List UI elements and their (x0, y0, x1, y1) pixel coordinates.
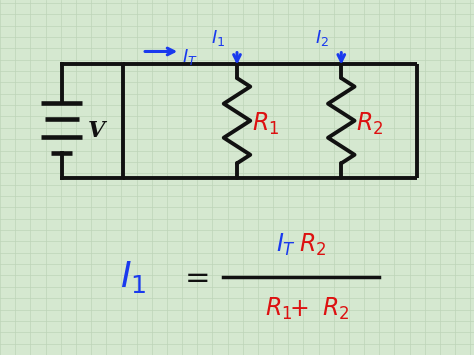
Text: $+$: $+$ (289, 297, 308, 321)
Text: $R_1$: $R_1$ (265, 296, 293, 322)
Text: $=$: $=$ (179, 262, 210, 291)
Text: V: V (88, 120, 105, 142)
Text: $I_T$: $I_T$ (276, 232, 296, 258)
Text: $R_1$: $R_1$ (252, 111, 280, 137)
Text: $I_2$: $I_2$ (315, 28, 329, 48)
Text: $I_1$: $I_1$ (119, 259, 146, 295)
Text: $R_2$: $R_2$ (356, 111, 384, 137)
Text: $R_2$: $R_2$ (299, 232, 326, 258)
Text: $I_1$: $I_1$ (211, 28, 225, 48)
Text: $I_T$: $I_T$ (182, 47, 198, 67)
Text: $R_2$: $R_2$ (322, 296, 350, 322)
